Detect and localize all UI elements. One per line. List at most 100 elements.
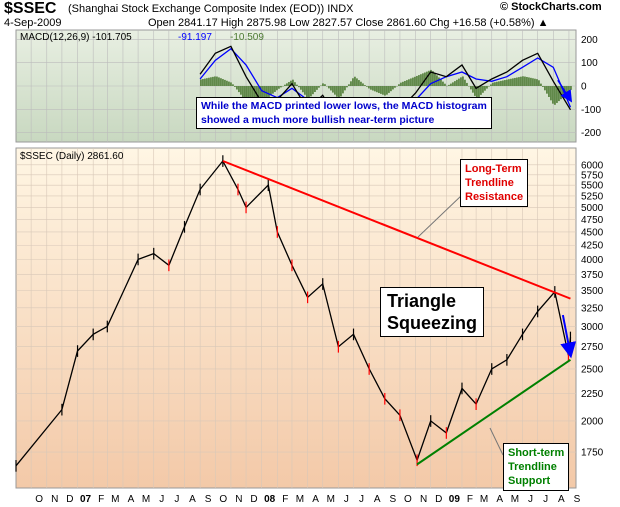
resistance-pointer [417, 194, 463, 238]
x-tick-label: A [312, 494, 319, 505]
macd-histogram-bar [202, 79, 204, 86]
macd-histogram-bar [230, 82, 232, 86]
macd-histogram-bar [280, 86, 282, 88]
x-tick-label: M [296, 494, 304, 505]
macd-histogram-bar [496, 81, 498, 86]
macd-histogram-bar [522, 76, 524, 86]
macd-histogram-bar [200, 79, 202, 86]
chart-date: 4-Sep-2009 [4, 17, 62, 29]
macd-histogram-bar [374, 86, 376, 92]
macd-histogram-bar [514, 77, 516, 86]
macd-histogram-bar [284, 84, 286, 86]
macd-histogram-bar [386, 86, 388, 95]
macd-histogram-bar [270, 86, 272, 96]
x-tick-label: A [496, 494, 503, 505]
macd-histogram-bar [286, 83, 288, 86]
macd-histogram-bar [360, 81, 362, 86]
macd-histogram-bar [398, 84, 400, 86]
x-tick-label: J [359, 494, 364, 505]
macd-histogram-bar [568, 86, 570, 92]
macd-histogram-bar [460, 77, 462, 86]
macd-histogram-bar [222, 79, 224, 86]
x-tick-label: O [219, 494, 227, 505]
macd-histogram-bar [548, 86, 550, 97]
macd-histogram-bar [524, 76, 526, 86]
macd-histogram-bar [464, 79, 466, 86]
macd-histogram-bar [300, 86, 302, 90]
macd-histogram-bar [350, 81, 352, 86]
macd-histogram-bar [266, 86, 268, 99]
macd-histogram-bar [520, 76, 522, 86]
macd-histogram-bar [390, 86, 392, 92]
macd-histogram-bar [212, 76, 214, 86]
macd-histogram-bar [512, 78, 514, 86]
macd-histogram-bar [342, 86, 344, 94]
macd-histogram-bar [354, 76, 356, 86]
macd-histogram-bar [556, 86, 558, 103]
macd-histogram-bar [274, 86, 276, 92]
macd-histogram-bar [544, 86, 546, 91]
macd-histogram-bar [316, 86, 318, 90]
macd-histogram-bar [244, 86, 246, 100]
ohlc-readout: Open 2841.17 High 2875.98 Low 2827.57 Cl… [148, 17, 549, 29]
macd-histogram-bar [484, 86, 486, 91]
support-annotation-line-3: Support [508, 475, 551, 487]
macd-histogram-bar [440, 79, 442, 86]
resistance-trendline [222, 160, 571, 300]
macd-histogram-bar [546, 86, 548, 94]
macd-annotation-line-1: While the MACD printed lower lows, the M… [201, 100, 487, 112]
x-tick-label: A [558, 494, 565, 505]
price-y-tick-label: 3750 [581, 270, 604, 281]
macd-y-tick-label: 100 [581, 58, 598, 69]
macd-histogram-bar [348, 84, 350, 86]
macd-histogram-bar [558, 86, 560, 102]
macd-histogram-bar [356, 78, 358, 86]
macd-histogram-bar [400, 82, 402, 86]
macd-histogram-bar [264, 86, 266, 101]
support-trendline [416, 358, 572, 466]
macd-histogram-bar [516, 77, 518, 86]
macd-histogram-bar [454, 81, 456, 86]
macd-histogram-bar [294, 82, 296, 86]
macd-histogram-bar [448, 84, 450, 86]
macd-histogram-bar [262, 86, 264, 102]
x-tick-label: M [511, 494, 519, 505]
histogram-legend: -10.509 [230, 32, 264, 43]
macd-histogram-bar [364, 85, 366, 86]
macd-histogram-bar [330, 86, 332, 91]
macd-histogram-bar [224, 79, 226, 86]
macd-histogram-bar [288, 82, 290, 86]
macd-histogram-bar [246, 86, 248, 103]
macd-histogram-bar [260, 86, 262, 103]
macd-histogram-bar [372, 86, 374, 91]
macd-histogram-bar [376, 86, 378, 93]
macd-histogram-bar [410, 78, 412, 86]
macd-histogram-bar [380, 86, 382, 94]
price-y-tick-label: 3250 [581, 303, 604, 314]
macd-histogram-bar [534, 78, 536, 86]
triangle-annotation-line-2: Squeezing [387, 313, 478, 333]
macd-y-tick-label: 200 [581, 35, 598, 46]
price-y-tick-label: 2000 [581, 416, 604, 427]
macd-histogram-bar [276, 86, 278, 91]
chart-description: (Shanghai Stock Exchange Composite Index… [68, 3, 354, 15]
macd-histogram-bar [500, 80, 502, 86]
macd-histogram-bar [530, 77, 532, 86]
macd-histogram-bar [248, 86, 250, 103]
macd-histogram-bar [334, 86, 336, 95]
macd-histogram-bar [518, 77, 520, 86]
macd-histogram-bar [366, 86, 368, 87]
brand-watermark: © StockCharts.com [500, 1, 602, 13]
macd-histogram-bar [290, 80, 292, 86]
macd-histogram-bar [426, 71, 428, 86]
support-pointer [489, 427, 504, 456]
macd-histogram-bar [434, 73, 436, 86]
macd-histogram-bar [362, 83, 364, 86]
macd-histogram-bar [312, 86, 314, 95]
macd-histogram-bar [470, 86, 472, 90]
macd-histogram-bar [508, 79, 510, 86]
macd-histogram-bar [418, 75, 420, 86]
macd-histogram-bar [254, 86, 256, 103]
macd-histogram-bar [472, 86, 474, 93]
